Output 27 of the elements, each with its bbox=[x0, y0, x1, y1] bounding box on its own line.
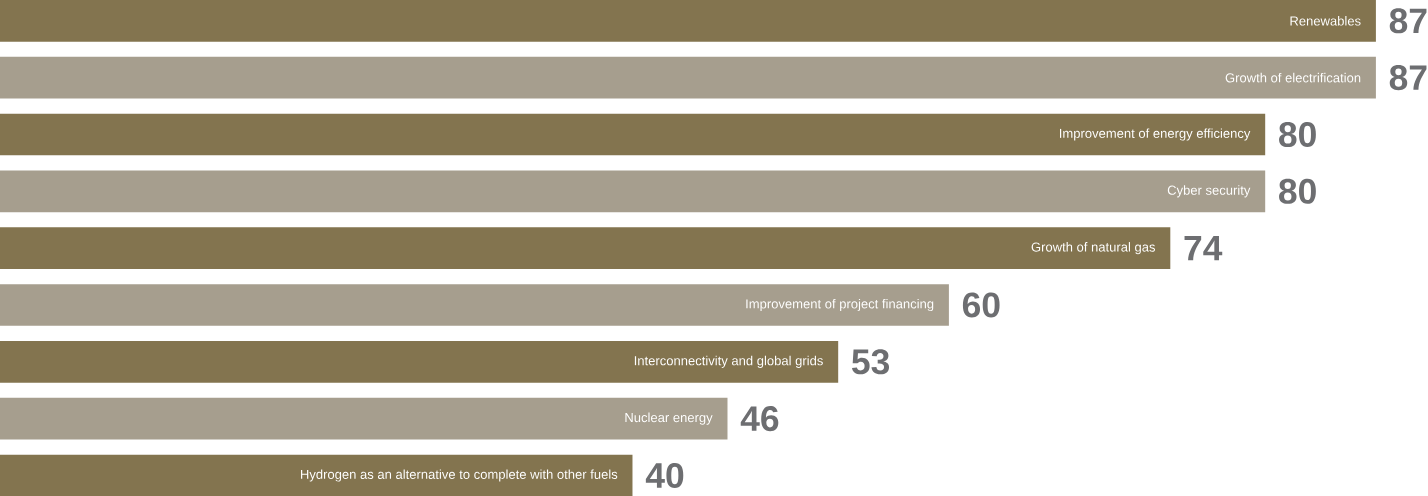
data-label: 87 bbox=[1389, 8, 1427, 34]
bar bbox=[0, 283, 949, 326]
bar bbox=[0, 227, 1171, 269]
data-label: 40 bbox=[645, 462, 684, 488]
y-tick-label: Improvement of project financing bbox=[746, 298, 934, 311]
y-tick-label: Renewables bbox=[1290, 15, 1361, 26]
data-label: 60 bbox=[962, 292, 1000, 318]
y-tick-label: Improvement of energy efficiency bbox=[1059, 128, 1251, 141]
bar bbox=[0, 397, 728, 440]
data-label: 74 bbox=[1184, 235, 1223, 261]
bar bbox=[0, 454, 633, 496]
bar bbox=[0, 0, 1376, 42]
data-label: 87 bbox=[1389, 64, 1427, 91]
bar bbox=[0, 113, 1266, 156]
y-tick-label: Cyber security bbox=[1167, 185, 1251, 198]
bar bbox=[0, 170, 1266, 213]
y-tick-label: Interconnectivity and global grids bbox=[634, 355, 823, 368]
data-label: 53 bbox=[852, 349, 890, 375]
y-tick-label: Growth of electrification bbox=[1225, 72, 1361, 83]
y-tick-label: Nuclear energy bbox=[625, 412, 713, 425]
y-tick-label: Growth of natural gas bbox=[1031, 241, 1156, 255]
bar bbox=[0, 340, 839, 383]
y-tick-label: Hydrogen as an alternative to complete with other fuels bbox=[301, 469, 618, 482]
data-label: 80 bbox=[1279, 178, 1316, 204]
data-label: 46 bbox=[740, 405, 779, 432]
data-label: 80 bbox=[1279, 121, 1316, 147]
bar bbox=[0, 56, 1376, 99]
